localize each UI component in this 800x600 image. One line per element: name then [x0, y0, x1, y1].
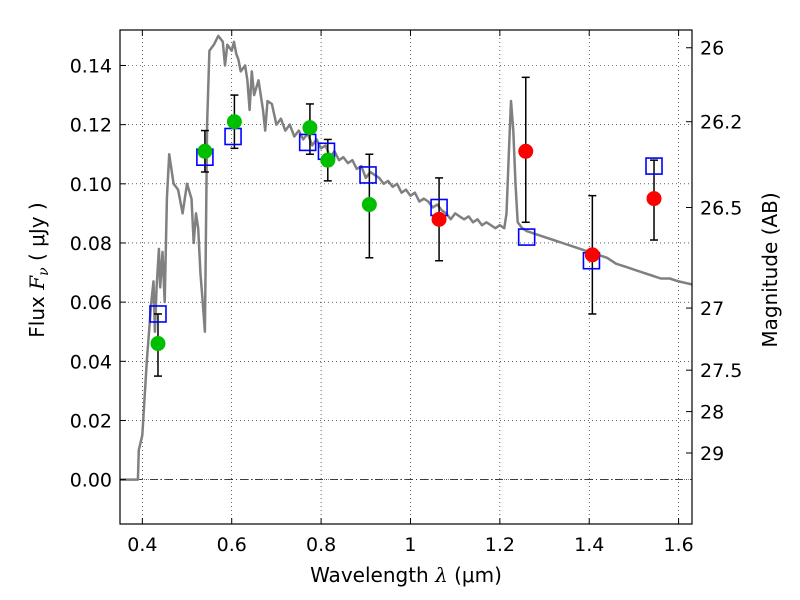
- y-tick-label: 0.06: [70, 292, 112, 314]
- y2-tick-label: 26.2: [700, 112, 742, 134]
- y2-tick-label: 27: [700, 298, 724, 320]
- model-photometry-markers: [149, 127, 663, 323]
- x-tick-label: 1.2: [485, 534, 515, 556]
- observed-point: [197, 143, 213, 159]
- y2-axis-ticks: 26 26.2 26.5 27 27.5 28 29: [686, 38, 742, 465]
- y-tick-label: 0.02: [70, 410, 112, 432]
- model-photometry-point: [359, 166, 377, 184]
- y-tick-label: 0.12: [70, 115, 112, 137]
- observed-point: [431, 211, 447, 227]
- y-tick-label: 0.00: [70, 470, 112, 492]
- x-tick-label: 0.4: [127, 534, 157, 556]
- observed-point: [361, 197, 377, 213]
- observed-point: [320, 152, 336, 168]
- x-tick-label: 0.8: [306, 534, 336, 556]
- y-tick-label: 0.04: [70, 351, 112, 373]
- y2-tick-label: 28: [700, 402, 724, 424]
- y-tick-label: 0.10: [70, 174, 112, 196]
- observed-markers: [150, 114, 662, 352]
- x-tick-label: 1.4: [574, 534, 604, 556]
- model-photometry-point: [517, 228, 536, 246]
- observed-point: [646, 191, 662, 207]
- observed-point: [302, 120, 318, 136]
- y2-tick-label: 29: [700, 443, 724, 465]
- y2-tick-label: 26: [700, 38, 724, 60]
- observed-point: [518, 143, 534, 159]
- model-photometry-point: [645, 157, 663, 175]
- y2-tick-label: 26.5: [700, 197, 742, 219]
- observed-point: [150, 336, 166, 352]
- model-sed-line: [120, 34, 692, 481]
- x-tick-label: 0.6: [217, 534, 247, 556]
- y2-axis-label: Magnitude (AB): [758, 192, 782, 347]
- model-photometry-point: [149, 305, 167, 323]
- x-axis-ticks: 0.4 0.6 0.8 1 1.2 1.4 1.6: [127, 30, 694, 556]
- y-axis-ticks: 0.00 0.02 0.04 0.06 0.08 0.10 0.12 0.14: [70, 55, 126, 492]
- x-tick-label: 1.6: [663, 534, 693, 556]
- observed-point: [584, 247, 600, 263]
- x-tick-label: 1: [404, 534, 416, 556]
- x-axis-label: Wavelength λ (μm): [310, 563, 502, 587]
- y2-tick-label: 27.5: [700, 360, 742, 382]
- y-tick-label: 0.08: [70, 233, 112, 255]
- model-photometry-point: [224, 127, 242, 146]
- plot-frame: [119, 29, 693, 525]
- y-tick-label: 0.14: [70, 55, 112, 77]
- observed-point: [226, 114, 242, 130]
- y-axis-label: Flux Fν ( μJy ): [25, 202, 52, 337]
